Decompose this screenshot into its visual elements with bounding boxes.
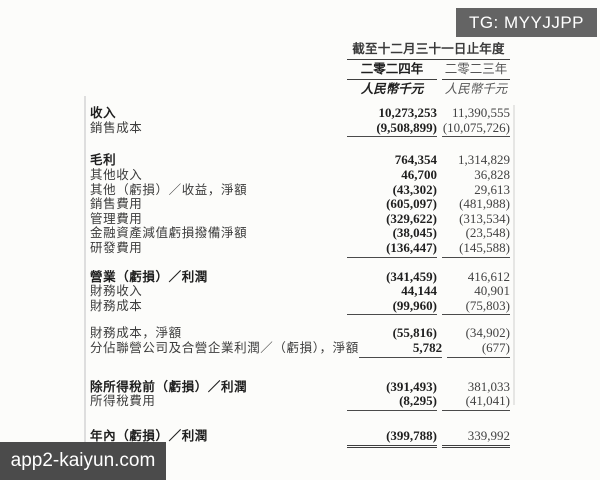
row-share-of-associates-jv: 分佔聯營公司及合營企業利潤／（虧損），淨額 5,782 (677) bbox=[90, 340, 510, 358]
scan-artifact-left-line bbox=[84, 96, 86, 445]
row-label: 財務成本 bbox=[90, 298, 143, 313]
value-2024: (341,459) bbox=[386, 268, 437, 284]
row-label: 財務成本，淨額 bbox=[90, 326, 182, 341]
income-statement-table: 截至十二月三十一日止年度 二零二四年 二零二三年 人民幣千元 人民幣千元 收入 … bbox=[90, 38, 510, 449]
period-header: 截至十二月三十一日止年度 bbox=[347, 38, 510, 60]
row-profit-before-tax: 除所得稅前（虧損）／利潤 (391,493) 381,033 bbox=[90, 378, 510, 395]
value-2023: 29,613 bbox=[474, 181, 510, 197]
row-finance-costs-net: 財務成本，淨額 (55,816) (34,902) bbox=[90, 326, 510, 341]
value-2023: 36,828 bbox=[474, 166, 510, 182]
row-label: 管理費用 bbox=[90, 211, 143, 226]
value-2024: (399,788) bbox=[347, 428, 437, 449]
row-income-tax-expense: 所得稅費用 (8,295) (41,041) bbox=[90, 393, 510, 411]
row-label: 毛利 bbox=[90, 153, 117, 168]
value-2024: (43,302) bbox=[392, 181, 437, 197]
value-2023: 339,992 bbox=[442, 428, 510, 449]
unit-2024-header: 人民幣千元 bbox=[360, 81, 424, 96]
value-2024: 44,144 bbox=[401, 283, 437, 299]
value-2023: (145,588) bbox=[442, 240, 510, 258]
value-2023: (23,548) bbox=[465, 225, 510, 241]
value-2024: (99,960) bbox=[347, 298, 437, 316]
watermark-telegram-text: TG: MYYJJPP bbox=[468, 12, 585, 32]
row-label: 收入 bbox=[90, 106, 117, 121]
row-impairment-provision: 金融資產減值虧損撥備淨額 (38,045) (23,548) bbox=[90, 226, 510, 241]
value-2023: 381,033 bbox=[467, 378, 510, 394]
value-2023: (313,534) bbox=[459, 210, 510, 226]
row-label: 其他收入 bbox=[90, 167, 143, 182]
value-2023: 416,612 bbox=[467, 268, 510, 284]
row-finance-costs: 財務成本 (99,960) (75,803) bbox=[90, 298, 510, 316]
value-2024: (391,493) bbox=[386, 378, 437, 394]
value-2024: (136,447) bbox=[347, 240, 437, 258]
value-2024: (329,622) bbox=[386, 210, 437, 226]
row-selling-expenses: 銷售費用 (605,097) (481,988) bbox=[90, 197, 510, 212]
value-2024: (9,508,899) bbox=[347, 120, 437, 138]
value-2024: (8,295) bbox=[347, 393, 437, 411]
row-label: 分佔聯營公司及合營企業利潤／（虧損），淨額 bbox=[90, 340, 359, 355]
row-label: 銷售費用 bbox=[90, 197, 143, 212]
value-2024: (55,816) bbox=[392, 325, 437, 341]
row-label: 金融資產減值虧損撥備淨額 bbox=[90, 226, 248, 241]
unit-header-row: 人民幣千元 人民幣千元 bbox=[90, 82, 510, 97]
row-label: 營業（虧損）／利潤 bbox=[90, 269, 208, 284]
value-2023: 40,901 bbox=[474, 283, 510, 299]
value-2023: (34,902) bbox=[465, 325, 510, 341]
scan-artifact-right-line bbox=[513, 105, 515, 405]
row-label: 其他（虧損）／收益，淨額 bbox=[90, 182, 248, 197]
unit-2023-header: 人民幣千元 bbox=[444, 81, 508, 96]
row-profit-for-year: 年內（虧損）／利潤 (399,788) 339,992 bbox=[90, 428, 510, 449]
row-other-losses-gains-net: 其他（虧損）／收益，淨額 (43,302) 29,613 bbox=[90, 181, 510, 198]
value-2024: (38,045) bbox=[392, 225, 437, 241]
row-gross-profit: 毛利 764,354 1,314,829 bbox=[90, 153, 510, 168]
value-2023: (41,041) bbox=[442, 393, 510, 411]
watermark-telegram: TG: MYYJJPP bbox=[456, 8, 597, 37]
row-label: 研發費用 bbox=[90, 240, 143, 255]
row-revenue: 收入 10,273,253 11,390,555 bbox=[90, 106, 510, 121]
watermark-website: app2-kaiyun.com bbox=[0, 442, 166, 480]
row-label: 銷售成本 bbox=[90, 120, 143, 135]
row-label: 年內（虧損）／利潤 bbox=[90, 428, 208, 443]
row-admin-expenses: 管理費用 (329,622) (313,534) bbox=[90, 210, 510, 227]
row-rd-expenses: 研發費用 (136,447) (145,588) bbox=[90, 240, 510, 258]
row-cost-of-sales: 銷售成本 (9,508,899) (10,075,726) bbox=[90, 120, 510, 138]
row-other-income: 其他收入 46,700 36,828 bbox=[90, 166, 510, 183]
row-label: 財務收入 bbox=[90, 284, 143, 299]
row-label: 所得稅費用 bbox=[90, 394, 156, 409]
value-2023: (677) bbox=[447, 340, 510, 358]
year-header-row: 二零二四年 二零二三年 bbox=[90, 62, 510, 80]
row-operating-profit: 營業（虧損）／利潤 (341,459) 416,612 bbox=[90, 268, 510, 285]
value-2023: (10,075,726) bbox=[442, 120, 510, 138]
year-2023-header: 二零二三年 bbox=[442, 62, 510, 80]
value-2024: 5,782 bbox=[358, 340, 443, 358]
value-2023: 11,390,555 bbox=[451, 105, 510, 121]
value-2024: 764,354 bbox=[394, 152, 437, 168]
watermark-website-text: app2-kaiyun.com bbox=[10, 450, 156, 471]
value-2023: (75,803) bbox=[442, 298, 510, 316]
value-2023: 1,314,829 bbox=[458, 152, 510, 168]
value-2024: 46,700 bbox=[401, 166, 437, 182]
value-2024: 10,273,253 bbox=[378, 105, 438, 121]
year-2024-header: 二零二四年 bbox=[347, 62, 437, 80]
value-2023: (481,988) bbox=[459, 196, 510, 212]
row-finance-income: 財務收入 44,144 40,901 bbox=[90, 284, 510, 299]
row-label: 除所得稅前（虧損）／利潤 bbox=[90, 379, 248, 394]
value-2024: (605,097) bbox=[386, 196, 437, 212]
